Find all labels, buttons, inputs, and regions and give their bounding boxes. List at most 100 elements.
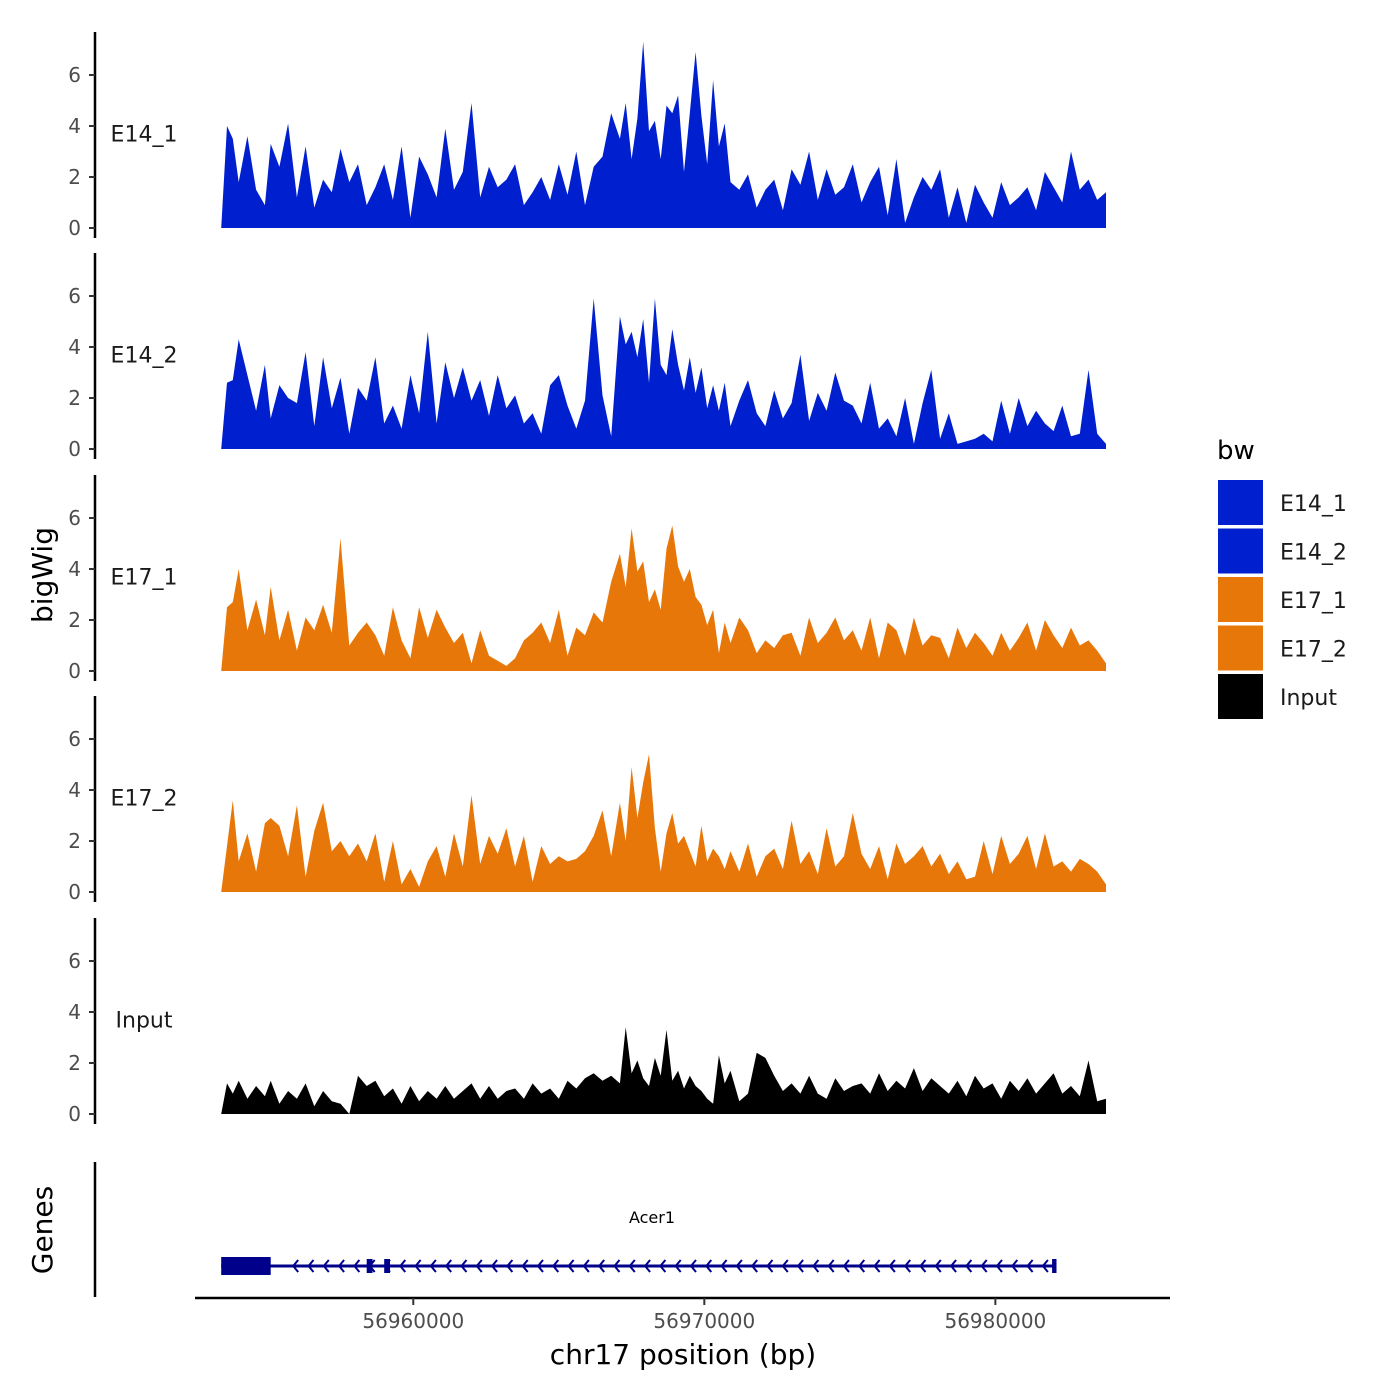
legend-label: Input xyxy=(1280,686,1337,711)
strand-arrow xyxy=(414,1259,422,1273)
x-tick-label: 56980000 xyxy=(944,1309,1046,1333)
panel-label: Input xyxy=(116,1009,173,1034)
strand-arrow xyxy=(597,1259,605,1273)
strand-arrow xyxy=(720,1259,728,1273)
strand-arrow xyxy=(674,1259,682,1273)
gene-exon xyxy=(384,1259,390,1273)
strand-arrow xyxy=(322,1259,330,1273)
genes-axis-title: Genes xyxy=(26,1186,59,1274)
strand-arrow xyxy=(873,1259,881,1273)
gene-exon xyxy=(1052,1259,1057,1273)
legend-swatch-Input xyxy=(1218,674,1263,719)
strand-arrow xyxy=(429,1259,437,1273)
y-tick-label: 4 xyxy=(68,1000,81,1024)
strand-arrow xyxy=(521,1259,529,1273)
y-tick-label: 0 xyxy=(68,437,81,461)
strand-arrow xyxy=(949,1259,957,1273)
strand-arrow xyxy=(827,1259,835,1273)
strand-arrow xyxy=(903,1259,911,1273)
strand-arrow xyxy=(613,1259,621,1273)
legend-label: E17_1 xyxy=(1280,589,1347,614)
strand-arrow xyxy=(704,1259,713,1273)
y-tick-label: 6 xyxy=(68,284,81,308)
strand-arrow xyxy=(643,1259,651,1273)
strand-arrow xyxy=(506,1259,514,1273)
legend-swatch-E17_1 xyxy=(1218,577,1263,622)
strand-arrow xyxy=(536,1259,544,1273)
y-tick-label: 0 xyxy=(68,1102,81,1126)
strand-arrow xyxy=(567,1259,575,1273)
y-tick-label: 0 xyxy=(68,659,81,683)
strand-arrow xyxy=(857,1259,866,1273)
y-tick-label: 6 xyxy=(68,949,81,973)
panel-label: E17_2 xyxy=(111,787,178,812)
strand-arrow xyxy=(781,1259,789,1273)
signal-area-E17_2 xyxy=(221,754,1106,892)
strand-arrow xyxy=(1041,1259,1049,1273)
strand-arrow xyxy=(475,1259,483,1273)
legend-swatch-E14_1 xyxy=(1218,480,1263,525)
panel-E17_2: 0 2 4 6 E17_2 xyxy=(68,696,1106,904)
gene-name-label: Acer1 xyxy=(629,1208,675,1227)
y-tick-label: 2 xyxy=(68,608,81,632)
y-tick-label: 0 xyxy=(68,880,81,904)
y-tick-label: 0 xyxy=(68,216,81,240)
y-axis-title: bigWig xyxy=(26,527,59,623)
panel-label: E17_1 xyxy=(111,566,178,591)
strand-arrow xyxy=(398,1259,407,1273)
strand-arrow xyxy=(934,1259,942,1273)
panel-label: E14_2 xyxy=(111,344,178,369)
strand-arrow xyxy=(551,1259,560,1273)
strand-arrow xyxy=(353,1259,361,1273)
x-tick-label: 56970000 xyxy=(653,1309,755,1333)
strand-arrow xyxy=(980,1259,988,1273)
panel-Input: 0 2 4 6 Input xyxy=(68,918,1106,1126)
strand-arrow xyxy=(444,1259,452,1273)
y-tick-label: 4 xyxy=(68,114,81,138)
strand-arrow xyxy=(659,1259,667,1273)
y-tick-label: 4 xyxy=(68,335,81,359)
strand-arrow xyxy=(735,1259,743,1273)
strand-arrow xyxy=(995,1259,1003,1273)
strand-arrow xyxy=(628,1259,636,1273)
y-tick-label: 4 xyxy=(68,557,81,581)
strand-arrow xyxy=(1010,1259,1019,1273)
y-tick-label: 6 xyxy=(68,506,81,530)
legend-title: bw xyxy=(1217,436,1255,466)
legend-swatch-E14_2 xyxy=(1218,528,1263,574)
panel-E17_1: 0 2 4 6 E17_1 xyxy=(68,475,1106,683)
legend: bw E14_1 E14_2 E17_1 E17_2 Input xyxy=(1217,436,1347,719)
legend-label: E14_2 xyxy=(1280,541,1347,566)
strand-arrow xyxy=(460,1259,468,1273)
y-tick-label: 6 xyxy=(68,63,81,87)
strand-arrow xyxy=(888,1259,896,1273)
y-tick-label: 2 xyxy=(68,386,81,410)
y-tick-label: 2 xyxy=(68,1051,81,1075)
panel-E14_1: 0 2 4 6 E14_1 xyxy=(68,32,1106,240)
strand-arrow xyxy=(919,1259,927,1273)
gene-track: Acer1 xyxy=(93,1162,1057,1297)
signal-area-E17_1 xyxy=(221,525,1106,671)
legend-swatch-E17_2 xyxy=(1218,625,1263,671)
x-axis: 56960000 56970000 56980000 xyxy=(195,1296,1170,1333)
signal-area-E14_2 xyxy=(221,298,1106,449)
strand-arrow xyxy=(1026,1259,1034,1273)
panel-label: E14_1 xyxy=(111,123,178,148)
y-tick-label: 2 xyxy=(68,165,81,189)
signal-area-Input xyxy=(221,1027,1106,1114)
legend-label: E17_2 xyxy=(1280,638,1347,663)
strand-arrow xyxy=(766,1259,774,1273)
strand-arrow xyxy=(337,1259,345,1273)
strand-arrow xyxy=(582,1259,590,1273)
strand-arrow xyxy=(750,1259,758,1273)
signal-area-E14_1 xyxy=(221,41,1106,228)
x-tick-label: 56960000 xyxy=(362,1309,464,1333)
strand-arrow xyxy=(307,1259,315,1273)
strand-arrow xyxy=(796,1259,804,1273)
strand-arrow xyxy=(291,1259,299,1273)
strand-arrow xyxy=(965,1259,973,1273)
gene-exon xyxy=(366,1259,373,1273)
y-tick-label: 2 xyxy=(68,829,81,853)
legend-label: E14_1 xyxy=(1280,492,1347,517)
